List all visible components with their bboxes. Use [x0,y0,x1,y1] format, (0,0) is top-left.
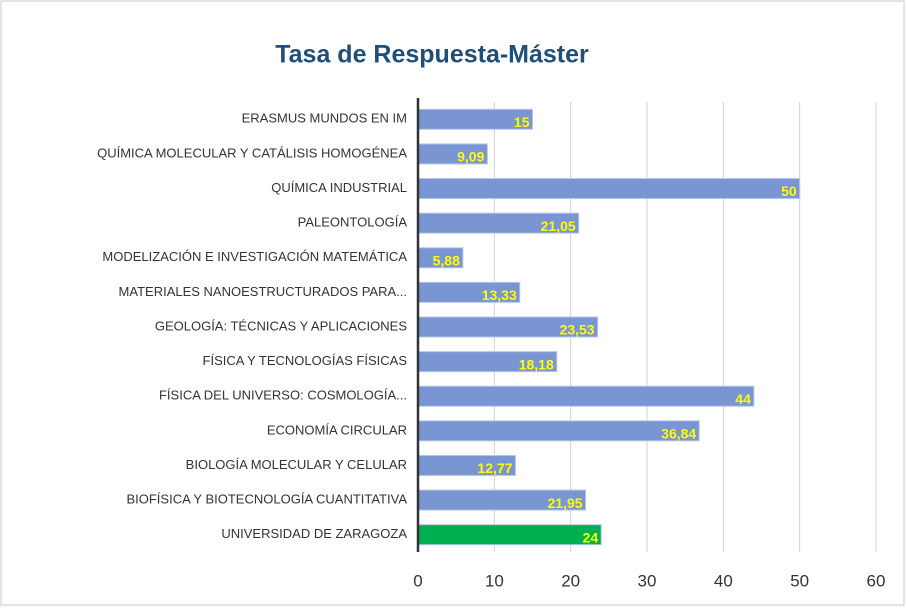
bar [417,178,801,200]
y-tick-label: GEOLOGÍA: TÉCNICAS Y APLICACIONES [155,318,407,333]
y-tick-label: QUÍMICA INDUSTRIAL [271,180,407,195]
bar [417,524,602,546]
y-tick-label: BIOLOGÍA MOLECULAR Y CELULAR [186,457,407,472]
x-tick-label: 30 [638,571,657,590]
y-tick-label: FÍSICA DEL UNIVERSO: COSMOLOGÍA... [159,388,407,403]
data-label: 9,09 [457,149,484,165]
bar [417,385,755,407]
data-label: 15 [514,114,530,130]
y-tick-label: QUÍMICA MOLECULAR Y CATÁLISIS HOMOGÉNEA [97,145,407,160]
y-tick-label: BIOFÍSICA Y BIOTECNOLOGÍA CUANTITATIVA [126,492,407,507]
y-tick-label: PALEONTOLOGÍA [298,215,408,230]
data-label: 13,33 [482,287,517,303]
x-tick-label: 40 [714,571,733,590]
data-label: 23,53 [560,322,595,338]
data-label: 5,88 [433,252,460,268]
data-label: 44 [735,391,751,407]
y-tick-label: ERASMUS MUNDOS EN IM [242,111,407,126]
y-tick-label: UNIVERSIDAD DE ZARAGOZA [221,526,407,541]
data-label: 50 [781,183,797,199]
chart-title: Tasa de Respuesta-Máster [275,41,589,69]
y-tick-label: ECONOMÍA CIRCULAR [267,422,407,437]
x-tick-label: 60 [867,571,886,590]
data-label: 12,77 [477,460,512,476]
bar [417,420,700,442]
data-label: 18,18 [519,356,554,372]
x-tick-label: 50 [790,571,809,590]
x-tick-label: 0 [413,571,422,590]
data-label: 36,84 [661,426,696,442]
y-tick-label: MATERIALES NANOESTRUCTURADOS PARA... [119,284,407,299]
x-tick-label: 20 [561,571,580,590]
data-label: 24 [583,529,599,545]
x-tick-label: 10 [485,571,504,590]
data-label: 21,95 [548,495,583,511]
data-label: 21,05 [541,218,576,234]
y-tick-label: FÍSICA Y TECNOLOGÍAS FÍSICAS [203,353,408,368]
y-tick-label: MODELIZACIÓN E INVESTIGACIÓN MATEMÁTICA [102,249,407,264]
